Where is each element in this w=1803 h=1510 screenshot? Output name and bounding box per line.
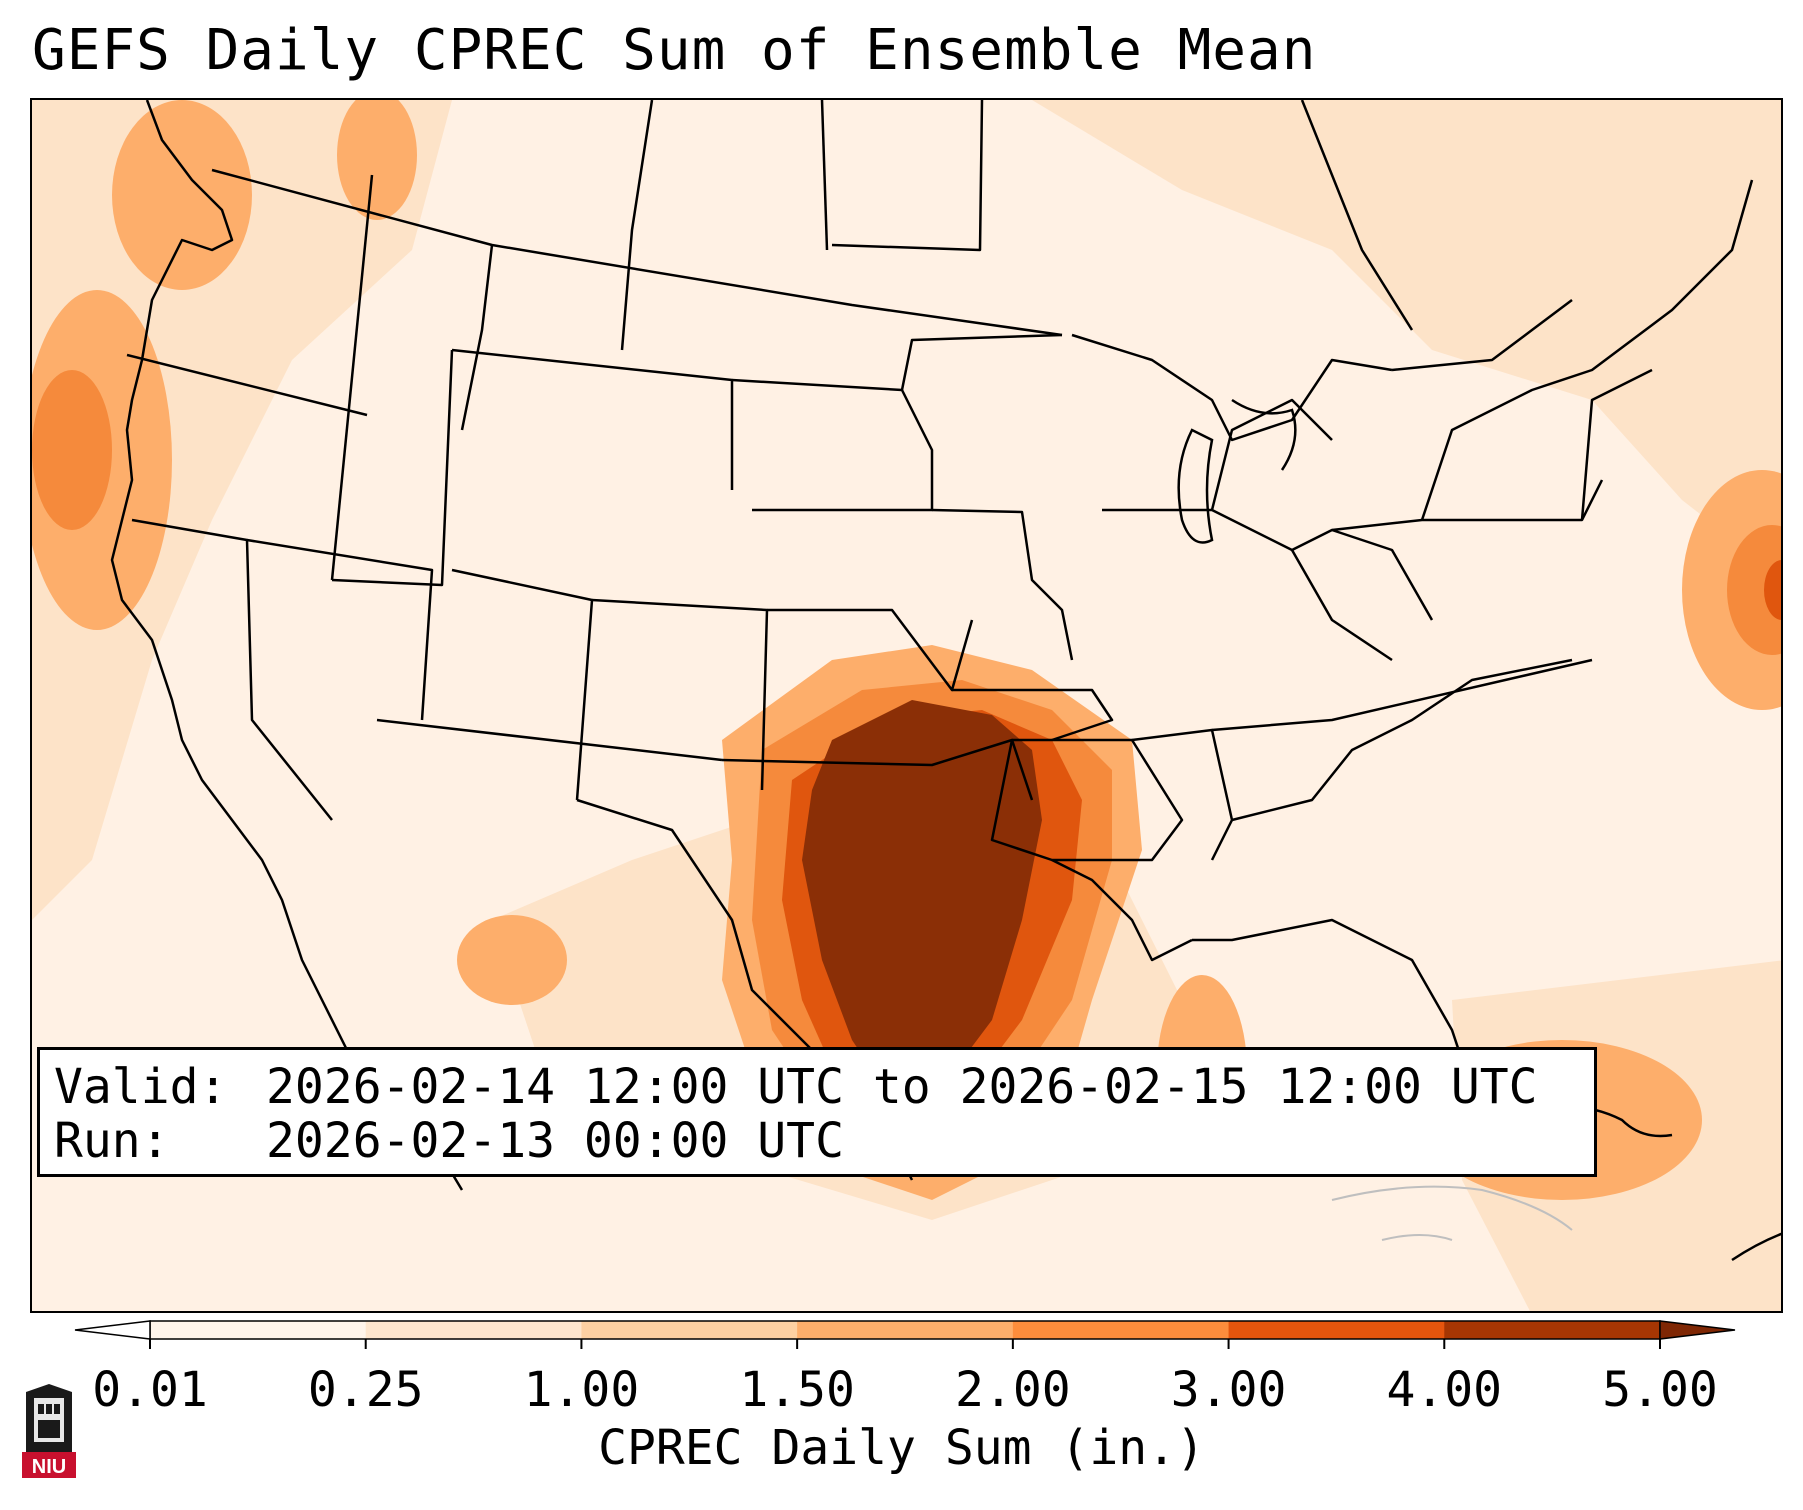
colorbar-segment: [1228, 1321, 1445, 1339]
valid-run-info-box: Valid: 2026-02-14 12:00 UTC to 2026-02-1…: [37, 1047, 1597, 1177]
coastline-details: [1177, 398, 1781, 1262]
colorbar-segment: [1444, 1321, 1661, 1339]
colorbar-segment: [365, 1321, 582, 1339]
niu-logo-text: NIU: [32, 1456, 66, 1478]
faint-outlines: [1331, 1185, 1573, 1241]
colorbar-tick-label: 1.50: [739, 1362, 855, 1418]
colorbar-tick-marks: [149, 1339, 1661, 1349]
niu-logo: NIU: [22, 1384, 76, 1478]
colorbar-segment: [797, 1321, 1014, 1339]
colorbar-tick-label: 3.00: [1170, 1362, 1287, 1418]
colorbar-segment: [150, 1321, 367, 1339]
colorbar-segments: [149, 1320, 1661, 1340]
map-title: GEFS Daily CPREC Sum of Ensemble Mean: [32, 18, 1317, 83]
run-value: 2026-02-13 00:00 UTC: [266, 1113, 844, 1169]
colorbar-tick-label: 0.25: [307, 1362, 424, 1418]
colorbar-over-arrow: [1659, 1320, 1736, 1340]
colorbar-tick-label: 0.01: [92, 1362, 208, 1418]
colorbar: [74, 1320, 1736, 1349]
valid-row: Valid: 2026-02-14 12:00 UTC to 2026-02-1…: [54, 1060, 1580, 1114]
niu-logo-badge: [22, 1452, 76, 1478]
valid-value: 2026-02-14 12:00 UTC to 2026-02-15 12:00…: [266, 1059, 1538, 1115]
colorbar-segment: [1012, 1321, 1230, 1339]
colorbar-tick-label: 2.00: [955, 1362, 1071, 1418]
run-label: Run:: [54, 1113, 170, 1169]
colorbar-tick-label: 4.00: [1386, 1362, 1503, 1418]
colorbar-segment: [581, 1321, 798, 1339]
valid-label: Valid:: [54, 1059, 228, 1115]
run-row: Run: 2026-02-13 00:00 UTC: [54, 1114, 1580, 1168]
colorbar-under-arrow: [74, 1320, 151, 1340]
colorbar-tick-label: 1.00: [523, 1362, 640, 1418]
colorbar-tick-label: 5.00: [1602, 1362, 1718, 1418]
colorbar-label: CPREC Daily Sum (in.): [598, 1420, 1205, 1476]
